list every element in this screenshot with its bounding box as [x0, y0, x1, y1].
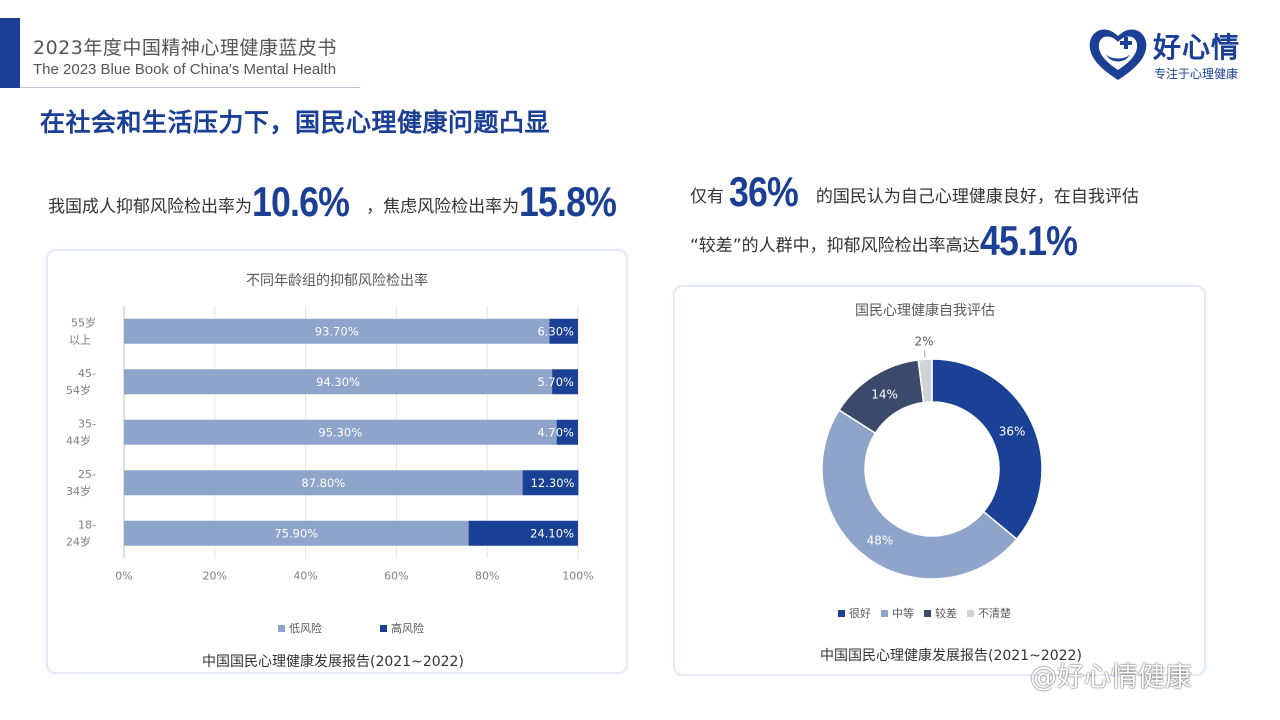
brand-tagline: 专注于心理健康 [1154, 67, 1239, 81]
legend-item-low-risk: 低风险 [278, 620, 322, 636]
category-label-wrap: 34岁 [66, 484, 91, 498]
category-label: 55岁 [71, 315, 96, 329]
donut-label: 14% [871, 387, 898, 401]
stat-right-line2-prefix: “较差”的人群中，抑郁风险检出率高达 [690, 236, 980, 256]
legend-swatch-high-risk [380, 624, 387, 632]
stat-left-line: 我国成人抑郁风险检出率为10.6% ，焦虑风险检出率为15.8% [48, 178, 633, 226]
x-tick-label: 100% [562, 570, 593, 583]
legend-item-unclear: 不清楚 [967, 605, 1011, 621]
category-label-wrap: 44岁 [66, 433, 91, 447]
bar-label-low-risk: 94.30% [316, 375, 360, 389]
bar-high-risk [468, 520, 578, 546]
donut-slice-very-good [931, 358, 1043, 541]
bar-high-risk [522, 470, 579, 496]
header-divider [20, 87, 360, 88]
donut-chart-card: 国民心理健康自我评估 36% 48% 14% 2% 很好 中等 较差 不清楚 中国国民… [673, 285, 1206, 676]
legend-label-high-risk: 高风险 [391, 622, 424, 635]
legend-item-poor: 较差 [924, 605, 957, 621]
bar-low-risk [124, 369, 553, 395]
legend-swatch-unclear [967, 609, 974, 617]
donut-slice-medium [821, 409, 1018, 580]
header-accent-bar [0, 18, 20, 88]
section-title: 在社会和生活压力下，国民心理健康问题凸显 [40, 108, 551, 137]
legend-swatch-low-risk [278, 624, 285, 632]
category-label: 45- [78, 367, 96, 380]
stat-left-prefix: 我国成人抑郁风险检出率为 [48, 197, 252, 217]
depression-rate-value: 10.6% [252, 178, 350, 225]
anxiety-rate-value: 15.8% [519, 178, 617, 225]
bar-chart-legend: 低风险 高风险 [278, 620, 434, 636]
legend-item-medium: 中等 [881, 605, 914, 621]
legend-swatch-poor [924, 609, 931, 617]
x-tick-label: 60% [384, 570, 408, 583]
donut-label: 2% [914, 334, 933, 348]
bar-label-low-risk: 93.70% [315, 324, 359, 338]
category-label: 25- [78, 468, 96, 481]
stat-right-line-1: 仅有 36% 的国民认为自己心理健康良好，在自我评估 [690, 168, 1139, 216]
category-label-wrap: 24岁 [66, 534, 91, 548]
bar-chart-source: 中国国民心理健康发展报告(2021~2022) [202, 654, 464, 670]
good-health-rate-value: 36% [729, 168, 799, 215]
donut-chart-title: 国民心理健康自我评估 [855, 303, 995, 319]
header-title-en: The 2023 Blue Book of China's Mental Hea… [33, 61, 337, 78]
heart-logo-icon [1089, 29, 1147, 80]
legend-swatch-medium [881, 609, 888, 617]
bar-low-risk [124, 470, 523, 496]
stat-right-suffix: 的国民认为自己心理健康良好，在自我评估 [810, 187, 1139, 207]
legend-label-poor: 较差 [935, 607, 957, 620]
brand-logo: 好心情 专注于心理健康 [1086, 24, 1256, 84]
bar-label-high-risk: 12.30% [531, 476, 575, 490]
legend-label-very-good: 很好 [849, 607, 871, 620]
legend-label-medium: 中等 [892, 607, 914, 620]
donut-chart-source: 中国国民心理健康发展报告(2021~2022) [820, 648, 1082, 664]
brand-name: 好心情 [1153, 31, 1241, 64]
donut-label: 36% [999, 424, 1026, 438]
bar-label-low-risk: 87.80% [301, 476, 345, 490]
legend-label-low-risk: 低风险 [289, 622, 322, 635]
bar-label-high-risk: 4.70% [537, 425, 574, 439]
donut-chart: 36% 48% 14% 2% [821, 334, 1043, 580]
bar-label-high-risk: 5.70% [537, 375, 574, 389]
category-label-wrap: 以上 [69, 333, 91, 346]
bar-label-high-risk: 24.10% [530, 526, 574, 540]
donut-chart-legend: 很好 中等 较差 不清楚 [838, 605, 1021, 621]
bar-low-risk [124, 520, 469, 546]
x-tick-label: 80% [475, 570, 499, 583]
legend-item-very-good: 很好 [838, 605, 871, 621]
x-tick-label: 40% [293, 570, 317, 583]
bar-label-low-risk: 95.30% [318, 425, 362, 439]
poor-group-depression-value: 45.1% [979, 217, 1078, 264]
category-label-wrap: 54岁 [66, 383, 91, 397]
bar-low-risk [124, 318, 550, 344]
legend-item-high-risk: 高风险 [380, 620, 424, 636]
donut-slice-unclear [917, 358, 933, 404]
category-label: 18- [78, 518, 96, 531]
header-title-cn: 2023年度中国精神心理健康蓝皮书 [33, 37, 337, 59]
bar-chart-title: 不同年龄组的抑郁风险检出率 [246, 273, 428, 289]
bar-high-risk [556, 419, 578, 445]
x-tick-label: 20% [203, 570, 227, 583]
watermark: @好心情健康 [1030, 662, 1192, 693]
bar-high-risk [552, 369, 578, 395]
category-label: 35- [78, 417, 96, 430]
stat-right-line-2: “较差”的人群中，抑郁风险检出率高达45.1% [690, 217, 1094, 265]
stat-right-prefix: 仅有 [690, 187, 730, 207]
bar-label-low-risk: 75.90% [274, 526, 318, 540]
x-tick-label: 0% [115, 570, 132, 583]
stat-left-middle: ，焦虑风险检出率为 [366, 197, 520, 217]
donut-label: 48% [867, 534, 894, 548]
bar-label-high-risk: 6.30% [537, 324, 574, 338]
legend-swatch-very-good [838, 609, 845, 617]
bar-chart-card: 不同年龄组的抑郁风险检出率 0% 20% 40% 60% 80% 100% 55岁以上 93.… [46, 249, 628, 674]
legend-label-unclear: 不清楚 [978, 607, 1011, 620]
bar-low-risk [124, 419, 557, 445]
bar-high-risk [549, 318, 578, 344]
